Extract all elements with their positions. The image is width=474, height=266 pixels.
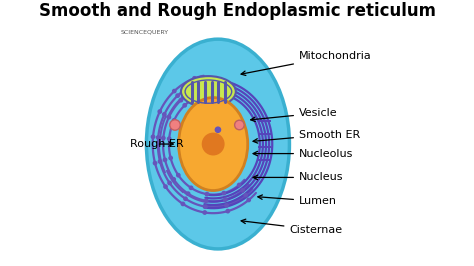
Ellipse shape: [146, 39, 290, 249]
Text: Smooth and Rough Endoplasmic reticulum: Smooth and Rough Endoplasmic reticulum: [38, 2, 436, 20]
Circle shape: [170, 120, 180, 130]
Text: Nucleus: Nucleus: [253, 172, 344, 182]
Circle shape: [204, 205, 207, 208]
Circle shape: [168, 181, 171, 185]
Circle shape: [198, 94, 201, 98]
Circle shape: [179, 98, 182, 102]
Circle shape: [205, 193, 209, 196]
Circle shape: [224, 198, 227, 201]
Circle shape: [167, 137, 171, 140]
Circle shape: [226, 209, 229, 213]
Ellipse shape: [181, 76, 236, 107]
Circle shape: [237, 183, 241, 187]
Circle shape: [183, 104, 186, 107]
Circle shape: [177, 173, 180, 177]
Circle shape: [172, 178, 175, 181]
Circle shape: [235, 120, 244, 130]
Circle shape: [151, 135, 155, 139]
Text: Cisternae: Cisternae: [241, 219, 343, 235]
Circle shape: [167, 115, 171, 119]
Text: Rough ER: Rough ER: [130, 139, 183, 149]
Circle shape: [169, 156, 173, 160]
Circle shape: [173, 119, 176, 122]
Circle shape: [204, 199, 208, 202]
Circle shape: [164, 185, 167, 188]
Circle shape: [158, 160, 162, 163]
Circle shape: [194, 82, 198, 86]
Circle shape: [196, 88, 200, 91]
Circle shape: [222, 192, 226, 195]
Ellipse shape: [179, 98, 248, 190]
Text: Smooth ER: Smooth ER: [253, 130, 360, 143]
Circle shape: [225, 204, 228, 207]
Circle shape: [156, 136, 160, 139]
Circle shape: [162, 136, 165, 140]
Text: Nucleolus: Nucleolus: [253, 149, 353, 159]
Circle shape: [203, 211, 206, 214]
Circle shape: [184, 197, 187, 201]
Ellipse shape: [202, 133, 225, 156]
Text: Lumen: Lumen: [258, 195, 337, 206]
Text: Vesicle: Vesicle: [251, 108, 337, 122]
Text: Mitochondria: Mitochondria: [241, 51, 372, 76]
Circle shape: [215, 127, 220, 132]
Circle shape: [173, 89, 176, 93]
Circle shape: [164, 158, 167, 161]
Circle shape: [193, 77, 196, 80]
Circle shape: [163, 113, 166, 116]
Circle shape: [247, 198, 250, 202]
Circle shape: [176, 94, 179, 97]
Circle shape: [244, 194, 247, 197]
Circle shape: [181, 202, 184, 206]
Circle shape: [154, 161, 157, 165]
Circle shape: [158, 110, 162, 113]
Circle shape: [190, 186, 193, 189]
Circle shape: [186, 192, 190, 195]
Text: SCIENCEQUERY: SCIENCEQUERY: [120, 30, 168, 35]
Circle shape: [241, 189, 244, 192]
